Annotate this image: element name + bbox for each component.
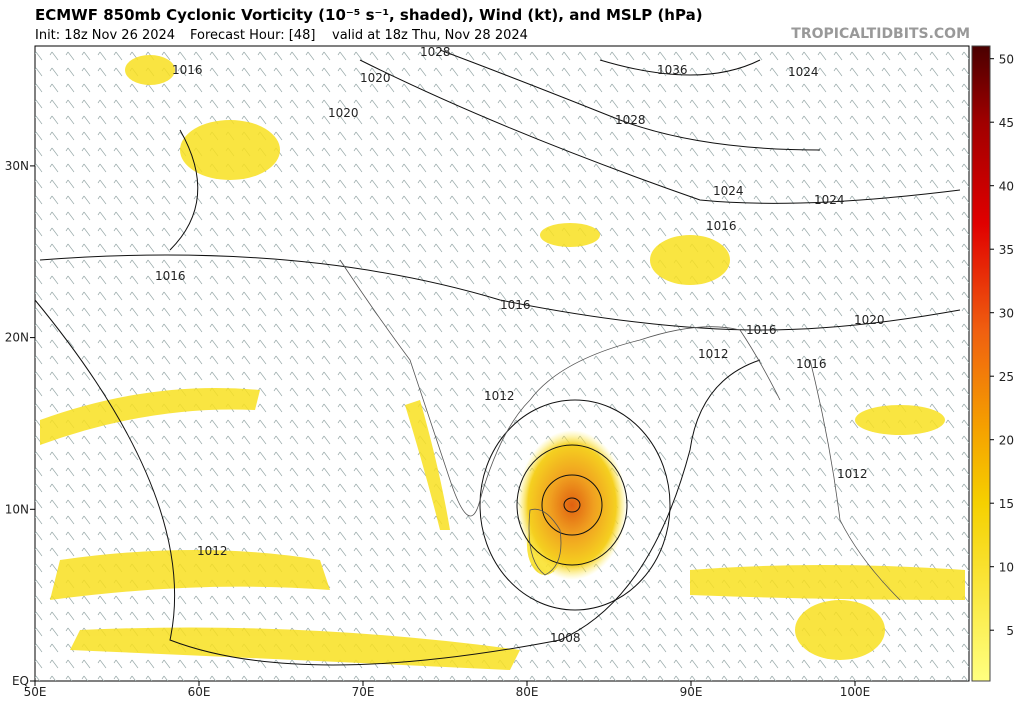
colorbar-tick-label: 45 (999, 116, 1014, 130)
isobar-label: 1008 (550, 631, 581, 645)
isobar-label: 1016 (746, 323, 777, 337)
isobar-label: 1016 (500, 298, 531, 312)
isobar-labels: 1016 1016 1016 1016 1016 1016 1020 1020 … (155, 45, 885, 645)
isobar-label: 1028 (420, 45, 451, 59)
colorbar-tick-label: 50 (999, 53, 1014, 67)
lon-label: 50E (24, 685, 47, 699)
colorbar-tick-label: 10 (999, 561, 1014, 575)
colorbar-tick-label: 5 (1006, 624, 1014, 638)
isobar-label: 1020 (328, 106, 359, 120)
isobar-label: 1036 (657, 63, 688, 77)
valid-time: valid at 18z Thu, Nov 28 2024 (332, 28, 528, 43)
isobar-label: 1020 (360, 71, 391, 85)
lon-label: 90E (680, 685, 703, 699)
isobars (34, 49, 961, 666)
isobar-label: 1012 (484, 389, 515, 403)
lon-label: 80E (516, 685, 539, 699)
isobar-label: 1024 (713, 184, 744, 198)
colorbar-tick-label: 35 (999, 243, 1014, 257)
isobar-label: 1016 (155, 269, 186, 283)
colorbar-tick-label: 30 (999, 307, 1014, 321)
isobar-label: 1016 (172, 63, 203, 77)
isobar-label: 1012 (698, 347, 729, 361)
coastlines (339, 259, 901, 601)
lon-label: 70E (352, 685, 375, 699)
init: Init: 18z Nov 26 2024 (35, 28, 175, 43)
lat-label: EQ (12, 674, 29, 688)
forecast-hour: Forecast Hour: [48] (190, 28, 315, 43)
lon-label: 60E (188, 685, 211, 699)
lat-label: 10N (5, 502, 29, 516)
colorbar-tick-label: 15 (999, 497, 1014, 511)
lat-label: 30N (5, 159, 29, 173)
axes: 50E 60E 70E 80E 90E 100E EQ 10N 20N 30N 5 10 15 20 25 3… (5, 53, 1014, 699)
colorbar-tick-label: 40 (999, 180, 1014, 194)
isobar-label: 1024 (814, 193, 845, 207)
lon-label: 100E (840, 685, 871, 699)
isobar-label: 1012 (837, 467, 868, 481)
colorbar (971, 45, 991, 682)
colorbar-tick-label: 25 (999, 370, 1014, 384)
watermark: TROPICALTIDBITS.COM (791, 26, 970, 42)
colorbar-tick-label: 20 (999, 434, 1014, 448)
map: 1016 1016 1016 1016 1016 1016 1020 1020 … (34, 45, 970, 682)
isobar-label: 1016 (796, 357, 827, 371)
isobar-label: 1016 (706, 219, 737, 233)
isobar-label: 1024 (788, 65, 819, 79)
isobar-label: 1020 (854, 313, 885, 327)
lat-label: 20N (5, 331, 29, 345)
isobar-label: 1012 (197, 544, 228, 558)
title: ECMWF 850mb Cyclonic Vorticity (10⁻⁵ s⁻¹… (35, 6, 703, 24)
cyclone-vorticity (517, 430, 627, 580)
isobar-label: 1028 (615, 113, 646, 127)
